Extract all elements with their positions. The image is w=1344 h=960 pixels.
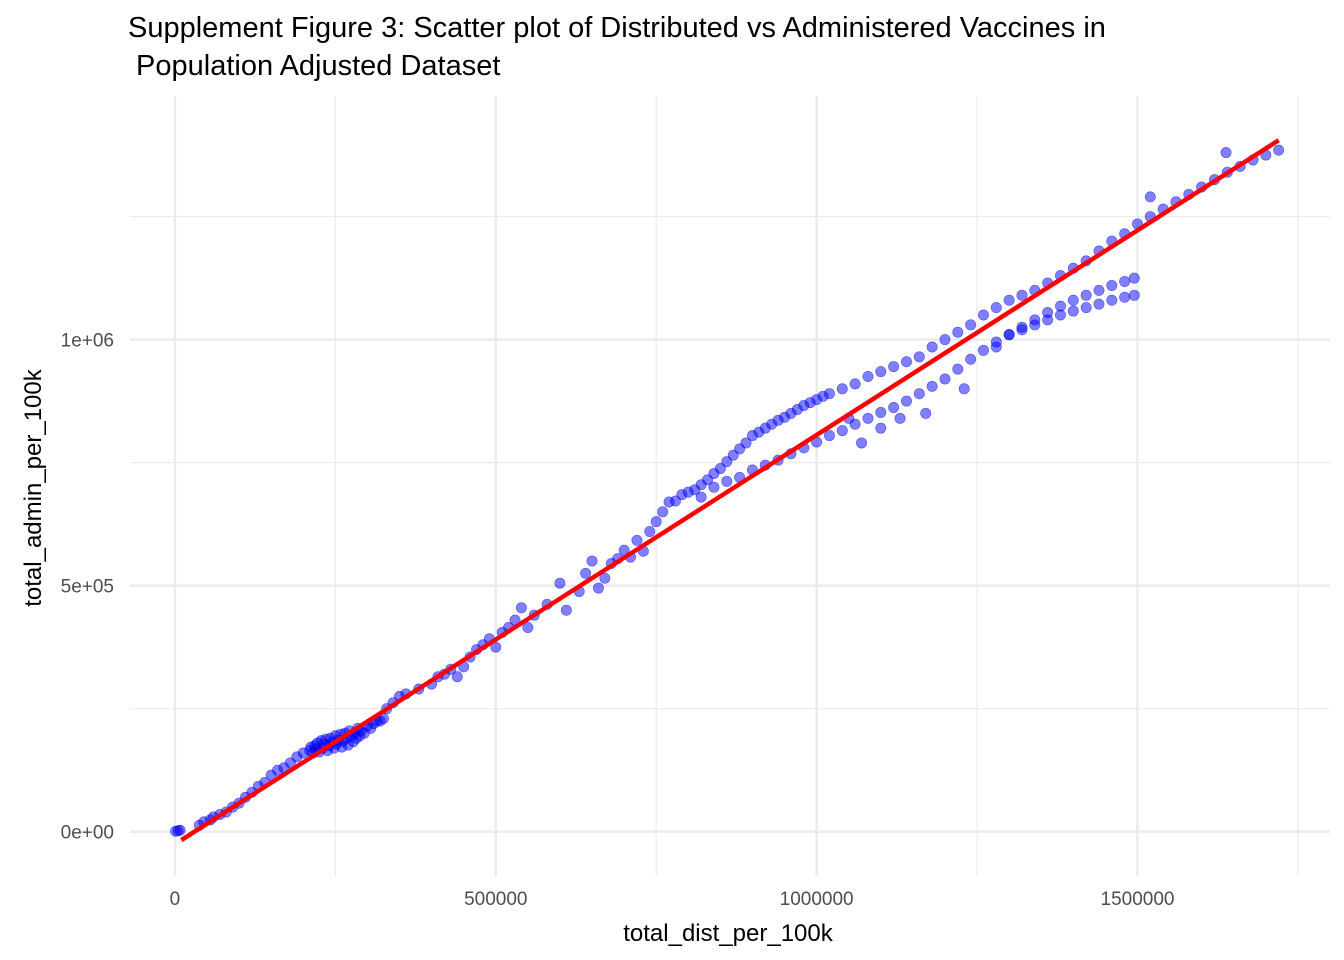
data-point — [721, 475, 733, 487]
data-point — [875, 366, 887, 378]
data-point — [913, 351, 925, 363]
data-point — [926, 380, 938, 392]
data-point — [1080, 302, 1092, 314]
data-point — [958, 383, 970, 395]
data-point — [1144, 191, 1156, 203]
data-point — [862, 412, 874, 424]
data-point — [740, 437, 752, 449]
data-point — [1067, 294, 1079, 306]
y-tick-label: 1e+06 — [61, 331, 114, 352]
x-tick-label: 1500000 — [1101, 889, 1175, 910]
data-point — [644, 526, 656, 538]
data-point — [657, 506, 669, 518]
data-point — [952, 326, 964, 338]
data-point — [1106, 294, 1118, 306]
data-point — [952, 363, 964, 375]
data-point — [451, 671, 463, 683]
data-point — [1106, 279, 1118, 291]
data-point — [1119, 276, 1131, 288]
data-point — [515, 602, 527, 614]
data-point — [849, 378, 861, 390]
data-point — [592, 582, 604, 594]
data-point — [862, 371, 874, 383]
chart-title-line-1: Supplement Figure 3: Scatter plot of Dis… — [128, 12, 1106, 44]
data-point — [977, 344, 989, 356]
data-point — [522, 621, 534, 633]
y-axis-title: total_admin_per_100k — [20, 368, 47, 607]
data-point — [900, 356, 912, 368]
data-point — [939, 334, 951, 346]
data-point — [599, 572, 611, 584]
data-point — [714, 463, 726, 475]
data-point — [823, 430, 835, 442]
data-point — [900, 395, 912, 407]
data-point — [1273, 144, 1285, 156]
data-point — [856, 437, 868, 449]
data-point — [1016, 289, 1028, 301]
data-point — [836, 383, 848, 395]
data-point — [1003, 329, 1015, 341]
data-point — [1080, 289, 1092, 301]
data-point — [586, 555, 598, 567]
data-point — [894, 412, 906, 424]
x-axis-title: total_dist_per_100k — [623, 920, 833, 947]
data-point — [1054, 309, 1066, 321]
data-point — [1067, 305, 1079, 317]
x-tick-labels: 0 500000 1000000 1500000 — [170, 889, 1175, 910]
data-point — [875, 422, 887, 434]
data-point — [1029, 319, 1041, 331]
data-point — [990, 341, 1002, 353]
data-point — [1042, 314, 1054, 326]
data-point — [965, 353, 977, 365]
x-tick-label: 1000000 — [780, 889, 854, 910]
data-point — [888, 361, 900, 373]
regression-line-group — [180, 138, 1280, 842]
data-point — [1220, 147, 1232, 159]
data-point — [1093, 284, 1105, 296]
major-gridlines — [130, 96, 1330, 876]
data-point — [939, 373, 951, 385]
data-point — [990, 302, 1002, 314]
data-point — [1016, 324, 1028, 336]
data-point — [650, 516, 662, 528]
data-point — [888, 402, 900, 414]
data-point — [823, 388, 835, 400]
data-point — [977, 309, 989, 321]
data-point — [1003, 294, 1015, 306]
data-point — [1093, 298, 1105, 310]
regression-line — [180, 138, 1280, 842]
minor-gridlines — [130, 96, 1330, 876]
y-tick-label: 0e+00 — [61, 823, 114, 844]
data-point — [631, 534, 643, 546]
data-point — [836, 425, 848, 437]
x-tick-label: 500000 — [464, 889, 527, 910]
y-tick-labels: 0e+00 5e+05 1e+06 — [61, 331, 114, 844]
data-point — [174, 824, 186, 836]
data-point — [875, 406, 887, 418]
chart-title-line-2: Population Adjusted Dataset — [128, 50, 501, 82]
x-tick-label: 0 — [170, 889, 181, 910]
data-point — [920, 407, 932, 419]
data-point — [1128, 272, 1140, 284]
y-tick-label: 5e+05 — [61, 577, 114, 598]
data-point — [965, 319, 977, 331]
data-point — [1119, 291, 1131, 303]
data-point — [926, 341, 938, 353]
data-point — [560, 604, 572, 616]
data-point — [913, 388, 925, 400]
data-point — [708, 481, 720, 493]
data-point — [580, 567, 592, 579]
data-point — [1128, 289, 1140, 301]
data-point — [695, 491, 707, 503]
data-point — [554, 577, 566, 589]
